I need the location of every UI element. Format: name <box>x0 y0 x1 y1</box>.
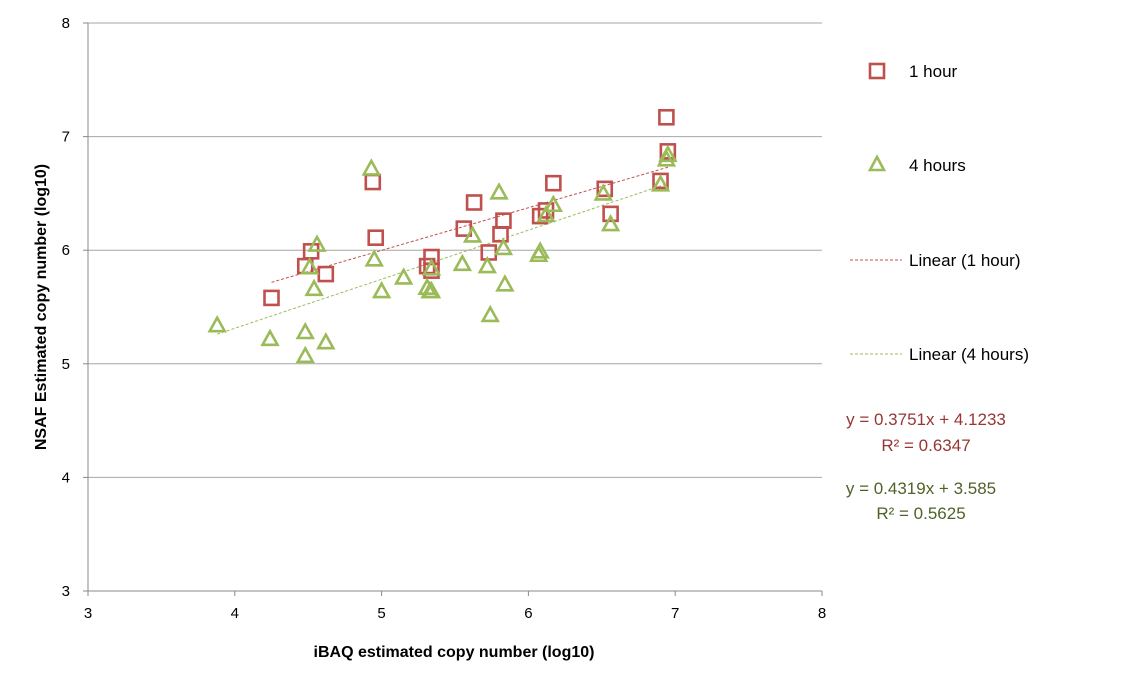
y-tick-label: 4 <box>62 469 70 486</box>
y-tick-label: 7 <box>62 129 70 146</box>
point-1-hour <box>492 225 509 243</box>
point-4-hours <box>207 314 227 333</box>
legend-label-4-hours: 4 hours <box>909 156 966 175</box>
legend-marker-4-hours <box>867 154 887 172</box>
point-1-hour <box>495 212 512 229</box>
point-4-hours <box>307 234 327 252</box>
point-4-hours <box>299 257 320 275</box>
point-4-hours <box>480 304 500 323</box>
r-squared-4-hours: R² = 0.5625 <box>876 504 965 523</box>
point-4-hours <box>489 182 509 200</box>
point-4-hours <box>421 258 442 276</box>
x-axis-title: iBAQ estimated copy number (log10) <box>314 644 595 661</box>
legend: 1 hour 4 hours Linear (1 hour) Linear (4… <box>850 62 1029 364</box>
point-1-hour <box>602 205 619 223</box>
point-4-hours <box>421 280 442 299</box>
point-4-hours <box>316 332 336 350</box>
legend-label-linear-1-hour: Linear (1 hour) <box>909 251 1021 270</box>
legend-label-linear-4-hours: Linear (4 hours) <box>909 345 1029 364</box>
point-4-hours <box>530 241 550 259</box>
point-4-hours <box>543 194 564 213</box>
point-4-hours <box>295 321 315 340</box>
point-4-hours <box>658 144 678 163</box>
x-tick-label: 6 <box>524 605 532 622</box>
point-4-hours <box>371 280 392 299</box>
point-1-hour <box>423 262 440 279</box>
x-tick-label: 7 <box>671 605 679 622</box>
point-1-hour <box>659 143 677 160</box>
point-4-hours <box>361 158 382 176</box>
legend-label-1-hour: 1 hour <box>909 62 958 81</box>
r-squared-1-hour: R² = 0.6347 <box>881 436 970 455</box>
point-4-hours <box>452 253 473 272</box>
legend-marker-1-hour <box>868 62 886 80</box>
point-1-hour <box>545 174 562 192</box>
point-4-hours <box>493 237 514 256</box>
point-1-hour <box>263 289 280 307</box>
y-tick-label: 3 <box>62 583 70 600</box>
x-tick-label: 3 <box>84 605 92 622</box>
point-4-hours <box>593 183 613 201</box>
point-4-hours <box>304 278 324 297</box>
point-1-hour <box>465 194 483 211</box>
point-1-hour <box>317 265 335 283</box>
equation-4-hours: y = 0.4319x + 3.585 <box>846 479 996 498</box>
point-4-hours <box>536 204 556 223</box>
point-4-hours <box>477 255 498 274</box>
y-tick-label: 8 <box>62 15 70 32</box>
x-tick-label: 8 <box>818 605 826 622</box>
data-points <box>207 108 678 364</box>
point-4-hours <box>650 174 671 192</box>
point-1-hour <box>480 244 498 261</box>
point-4-hours <box>495 274 515 292</box>
gridlines <box>88 22 822 478</box>
x-tick-label: 5 <box>377 605 385 622</box>
point-1-hour <box>596 180 614 198</box>
x-tick-label: 4 <box>231 605 239 622</box>
point-4-hours <box>393 267 414 285</box>
point-4-hours <box>600 213 621 232</box>
point-4-hours <box>364 249 384 267</box>
point-4-hours <box>260 328 280 347</box>
point-1-hour <box>364 173 382 191</box>
axes <box>83 22 823 596</box>
y-tick-labels: 3 4 5 6 7 8 <box>62 15 70 600</box>
point-4-hours <box>295 345 315 364</box>
trendline-equations: y = 0.3751x + 4.1233 R² = 0.6347 y = 0.4… <box>846 410 1006 523</box>
x-tick-labels: 3 4 5 6 7 8 <box>84 605 826 622</box>
equation-1-hour: y = 0.3751x + 4.1233 <box>846 410 1006 429</box>
trendline-4-hours <box>217 183 669 335</box>
y-tick-label: 5 <box>62 356 70 373</box>
point-4-hours <box>462 225 483 243</box>
point-1-hour <box>652 172 669 190</box>
point-1-hour <box>658 108 675 126</box>
y-tick-label: 6 <box>62 242 70 259</box>
point-1-hour <box>367 229 385 247</box>
y-axis-title: NSAF Estimated copy number (log10) <box>33 164 50 450</box>
